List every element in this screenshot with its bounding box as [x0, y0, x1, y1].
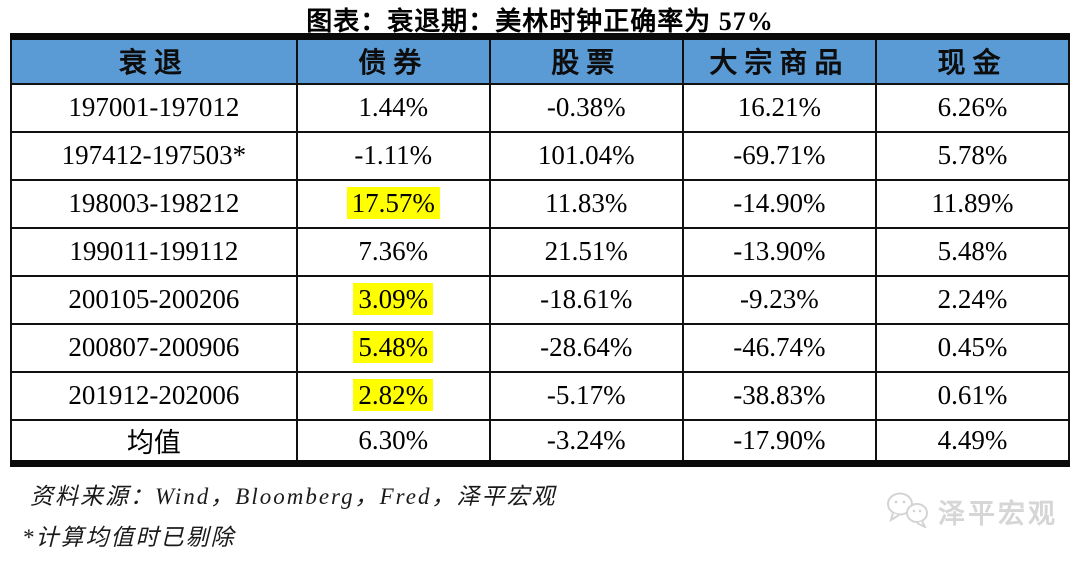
value-cell: -3.24% — [488, 418, 684, 464]
value-cell: 6.30% — [295, 418, 491, 464]
highlighted-value: 17.57% — [346, 187, 440, 219]
value-cell: -13.90% — [681, 226, 877, 277]
column-header: 股票 — [488, 35, 684, 85]
value-cell: -0.38% — [488, 82, 684, 133]
value-cell: 101.04% — [488, 130, 684, 181]
value-cell: -69.71% — [681, 130, 877, 181]
table-row: 200807-200906 5.48% -28.64% -46.74% 0.45% — [10, 322, 1071, 373]
value-cell: 5.48% — [874, 226, 1071, 277]
value-cell: -1.11% — [295, 130, 491, 181]
table-row: 均值 6.30% -3.24% -17.90% 4.49% — [10, 418, 1071, 464]
value-cell: -46.74% — [681, 322, 877, 373]
source-line: 资料来源：Wind，Bloomberg，Fred，泽平宏观 — [30, 484, 557, 509]
value-cell: 16.21% — [681, 82, 877, 133]
table-row: 200105-200206 3.09% -18.61% -9.23% 2.24% — [10, 274, 1071, 325]
table-row: 201912-202006 2.82% -5.17% -38.83% 0.61% — [10, 370, 1071, 421]
value-cell: -38.83% — [681, 370, 877, 421]
value-cell: 5.78% — [874, 130, 1071, 181]
watermark: 泽平宏观 — [886, 490, 1058, 533]
value-cell: 5.48% — [295, 322, 491, 373]
value-cell: 11.89% — [874, 178, 1071, 229]
value-cell: 7.36% — [295, 226, 491, 277]
wechat-icon — [886, 490, 932, 533]
period-cell: 均值 — [10, 418, 298, 464]
column-header: 现金 — [874, 35, 1071, 85]
period-cell: 200807-200906 — [10, 322, 298, 373]
column-header: 债券 — [295, 35, 491, 85]
value-cell: 0.61% — [874, 370, 1071, 421]
table-row: 199011-199112 7.36% 21.51% -13.90% 5.48% — [10, 226, 1071, 277]
recession-table-container: 衰退 债券 股票 大宗商品 现金 197001-197012 1.44% -0.38% 16.… — [10, 33, 1071, 467]
table-row: 197001-197012 1.44% -0.38% 16.21% 6.26% — [10, 82, 1071, 133]
value-cell: 0.45% — [874, 322, 1071, 373]
table-row: 197412-197503* -1.11% 101.04% -69.71% 5.78% — [10, 130, 1071, 181]
value-cell: 1.44% — [295, 82, 491, 133]
period-cell: 197001-197012 — [10, 82, 298, 133]
value-cell: -17.90% — [681, 418, 877, 464]
period-cell: 200105-200206 — [10, 274, 298, 325]
value-cell: 2.24% — [874, 274, 1071, 325]
value-cell: 11.83% — [488, 178, 684, 229]
column-header: 大宗商品 — [681, 35, 877, 85]
value-cell: -14.90% — [681, 178, 877, 229]
column-header: 衰退 — [10, 35, 298, 85]
highlighted-value: 3.09% — [353, 283, 434, 315]
table-row: 198003-198212 17.57% 11.83% -14.90% 11.89% — [10, 178, 1071, 229]
value-cell: 4.49% — [874, 418, 1071, 464]
table-header-row: 衰退 债券 股票 大宗商品 现金 — [10, 35, 1071, 85]
value-cell: -9.23% — [681, 274, 877, 325]
highlighted-value: 2.82% — [353, 379, 434, 411]
value-cell: 2.82% — [295, 370, 491, 421]
value-cell: 6.26% — [874, 82, 1071, 133]
value-cell: -28.64% — [488, 322, 684, 373]
value-cell: 17.57% — [295, 178, 491, 229]
value-cell: -18.61% — [488, 274, 684, 325]
watermark-label: 泽平宏观 — [938, 499, 1058, 529]
highlighted-value: 5.48% — [353, 331, 434, 363]
period-cell: 198003-198212 — [10, 178, 298, 229]
period-cell: 199011-199112 — [10, 226, 298, 277]
value-cell: 3.09% — [295, 274, 491, 325]
recession-returns-table: 衰退 债券 股票 大宗商品 现金 197001-197012 1.44% -0.38% 16.… — [10, 33, 1071, 467]
period-cell: 201912-202006 — [10, 370, 298, 421]
table-body: 197001-197012 1.44% -0.38% 16.21% 6.26% 19741… — [10, 82, 1071, 464]
value-cell: 21.51% — [488, 226, 684, 277]
value-cell: -5.17% — [488, 370, 684, 421]
footnote: *计算均值时已剔除 — [22, 525, 236, 550]
page-title: 图表：衰退期：美林时钟正确率为 57% — [306, 7, 774, 36]
period-cell: 197412-197503* — [10, 130, 298, 181]
